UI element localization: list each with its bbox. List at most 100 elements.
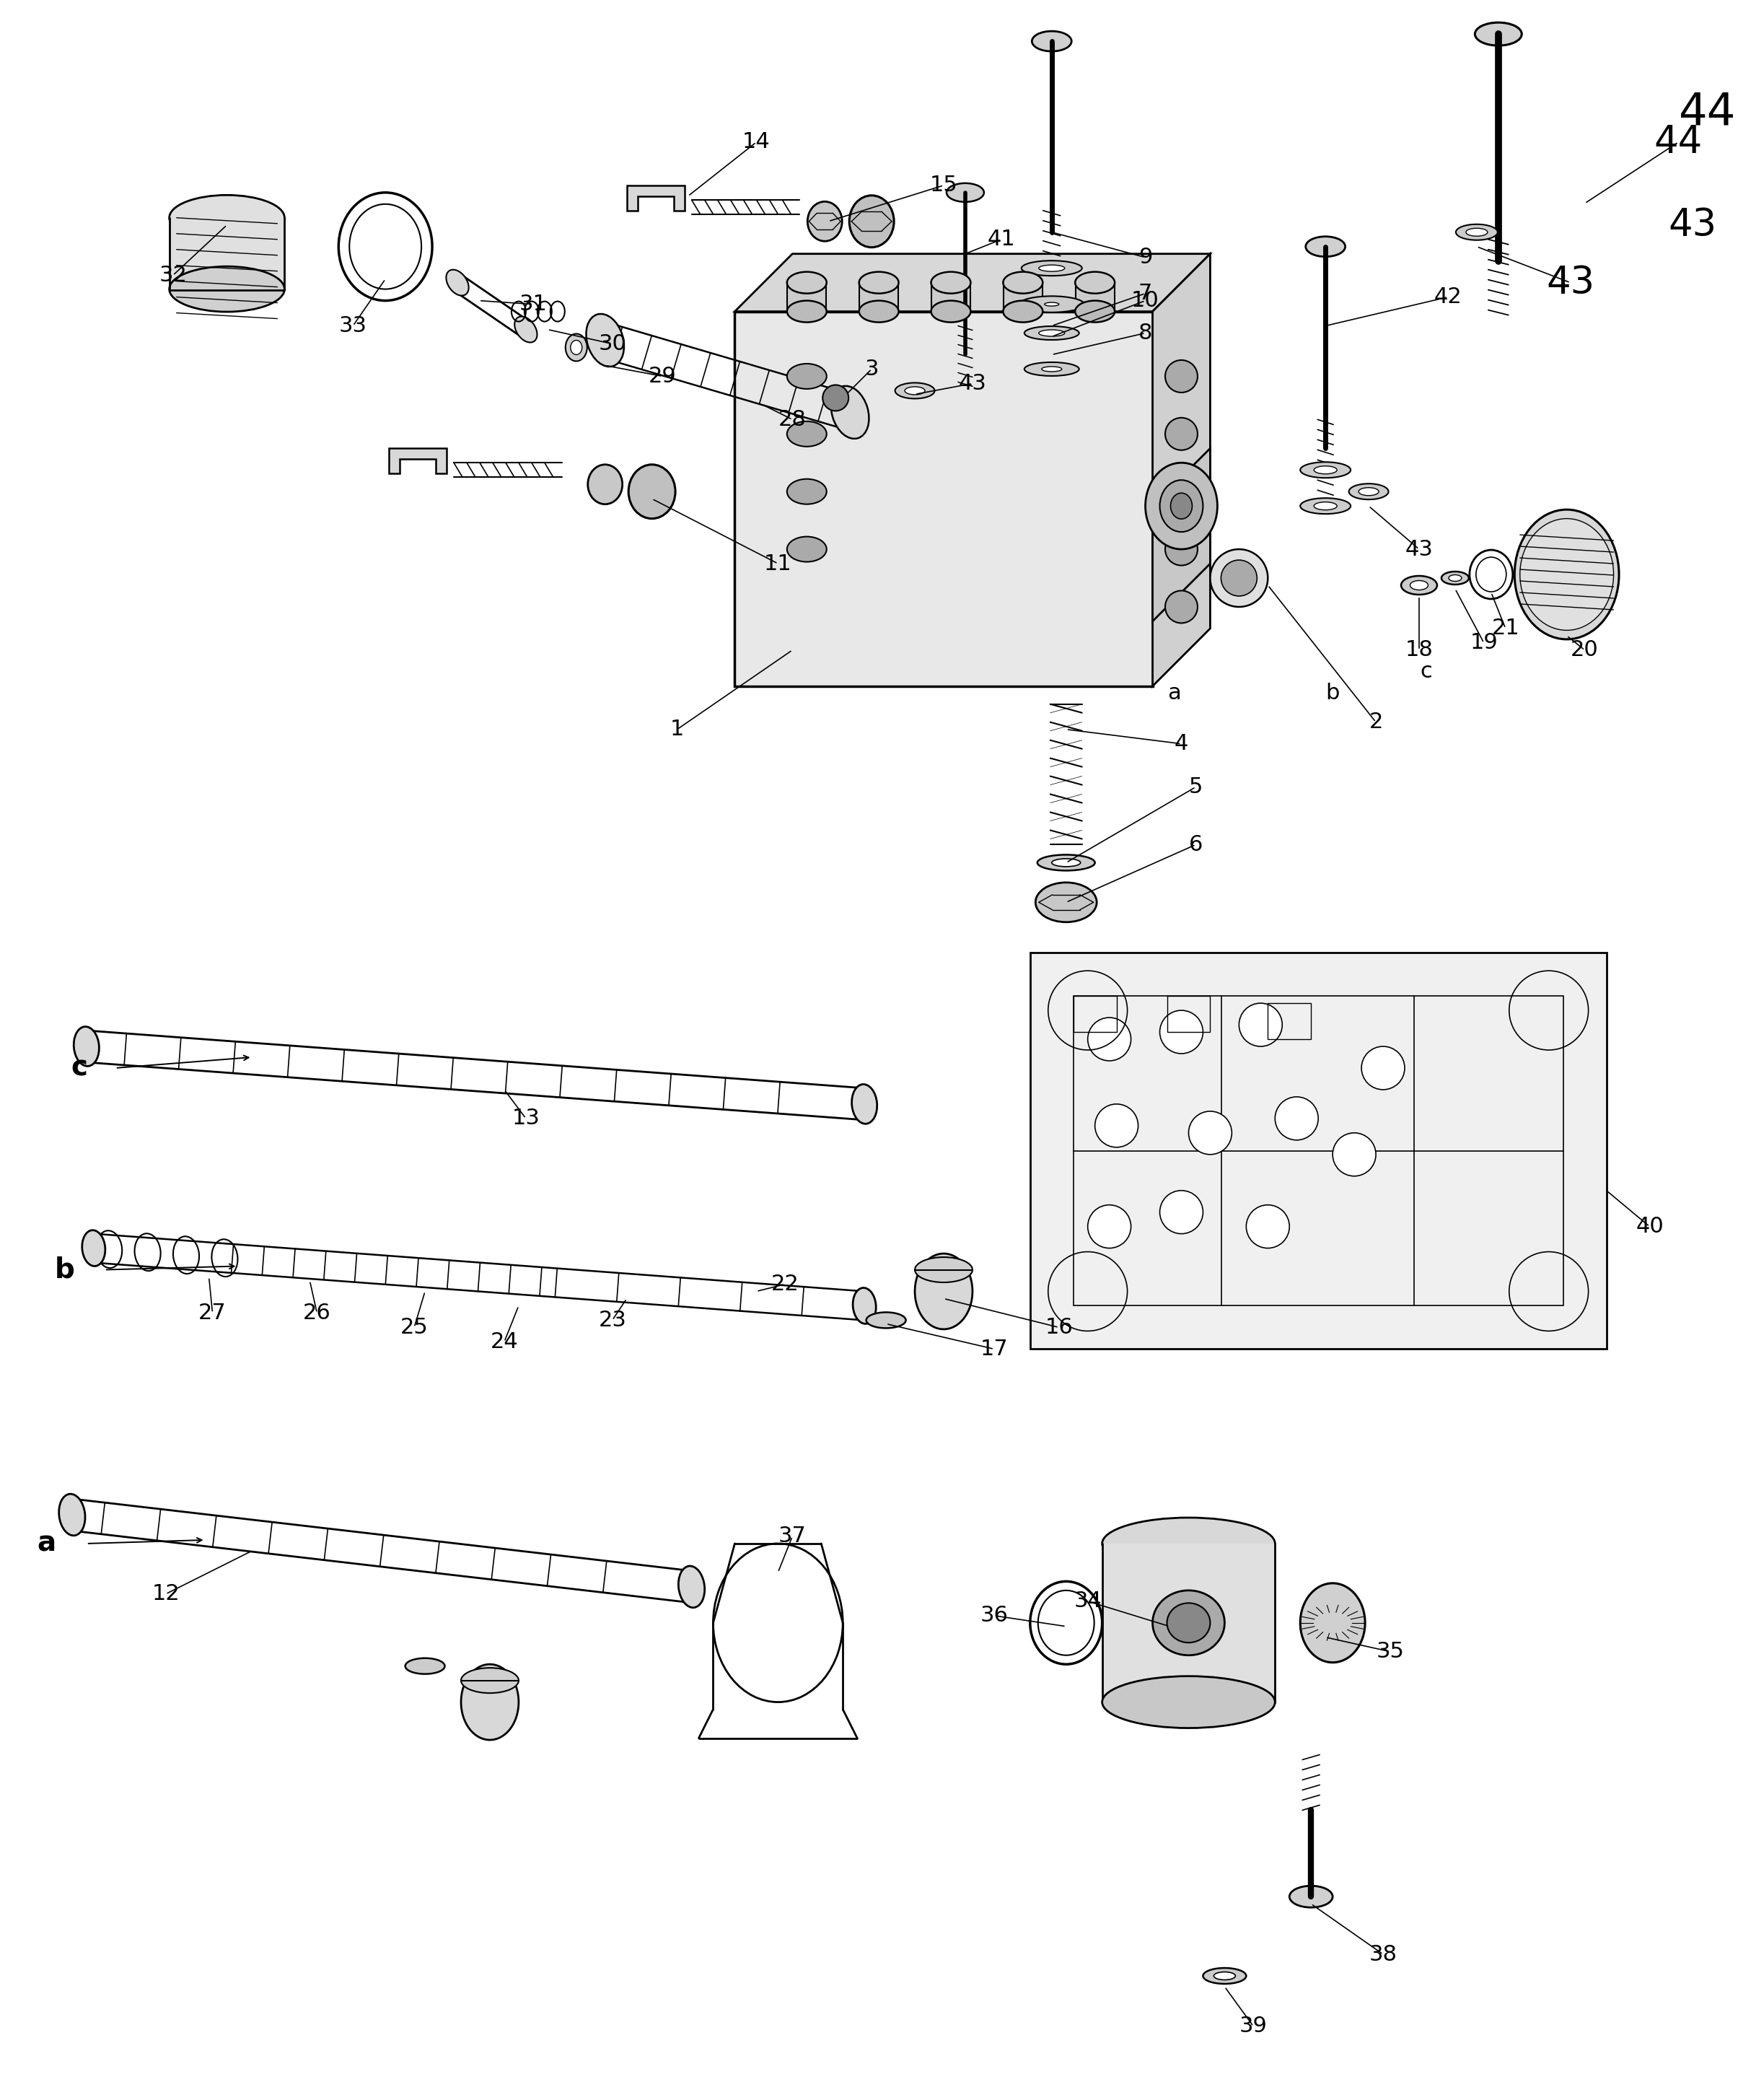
Ellipse shape xyxy=(914,1254,973,1329)
Ellipse shape xyxy=(565,334,587,361)
Ellipse shape xyxy=(859,300,899,321)
Ellipse shape xyxy=(932,300,972,321)
Polygon shape xyxy=(389,447,447,475)
Ellipse shape xyxy=(895,382,935,399)
Text: 10: 10 xyxy=(1131,290,1159,311)
Circle shape xyxy=(1095,1105,1138,1147)
Circle shape xyxy=(1333,1132,1376,1176)
Ellipse shape xyxy=(1036,882,1097,922)
Bar xyxy=(735,311,1152,687)
Ellipse shape xyxy=(1476,557,1507,592)
Ellipse shape xyxy=(947,183,984,202)
Ellipse shape xyxy=(586,313,624,367)
Text: 28: 28 xyxy=(779,410,806,430)
Text: 32: 32 xyxy=(158,265,188,286)
Text: 34: 34 xyxy=(1074,1592,1102,1611)
Circle shape xyxy=(1088,1205,1131,1247)
Ellipse shape xyxy=(1465,229,1488,235)
Ellipse shape xyxy=(570,340,582,355)
Bar xyxy=(1102,1544,1276,1703)
Ellipse shape xyxy=(1145,462,1217,550)
Circle shape xyxy=(1210,550,1267,607)
Ellipse shape xyxy=(787,538,827,563)
Ellipse shape xyxy=(787,422,827,447)
Ellipse shape xyxy=(1045,302,1058,307)
Text: b: b xyxy=(56,1256,75,1283)
Text: 24: 24 xyxy=(490,1331,518,1352)
Polygon shape xyxy=(1152,447,1210,622)
Bar xyxy=(1076,284,1114,311)
Bar xyxy=(859,284,899,311)
Ellipse shape xyxy=(678,1567,704,1609)
Text: 35: 35 xyxy=(1376,1642,1404,1661)
Ellipse shape xyxy=(461,1665,518,1741)
Text: 21: 21 xyxy=(1491,617,1519,638)
Circle shape xyxy=(1361,1046,1404,1090)
Ellipse shape xyxy=(1018,296,1085,313)
Text: 1: 1 xyxy=(671,718,685,739)
Text: 33: 33 xyxy=(339,315,367,336)
Ellipse shape xyxy=(1038,1590,1095,1655)
Ellipse shape xyxy=(1024,326,1079,340)
Ellipse shape xyxy=(1039,330,1065,336)
Ellipse shape xyxy=(1305,237,1345,256)
Ellipse shape xyxy=(1102,1676,1276,1728)
Text: 17: 17 xyxy=(980,1338,1008,1359)
Bar xyxy=(787,284,826,311)
Text: 14: 14 xyxy=(742,132,770,153)
Ellipse shape xyxy=(1076,300,1114,321)
Circle shape xyxy=(1239,1004,1283,1046)
Text: 43: 43 xyxy=(958,374,987,395)
Ellipse shape xyxy=(859,271,899,294)
Bar xyxy=(169,218,285,290)
Ellipse shape xyxy=(1032,32,1072,50)
Ellipse shape xyxy=(1041,367,1062,372)
Ellipse shape xyxy=(1203,1968,1246,1984)
Ellipse shape xyxy=(852,1084,878,1124)
Ellipse shape xyxy=(514,317,537,342)
Text: 20: 20 xyxy=(1571,640,1599,662)
Ellipse shape xyxy=(787,479,827,504)
Text: 18: 18 xyxy=(1404,640,1434,662)
Ellipse shape xyxy=(447,269,469,296)
Circle shape xyxy=(1246,1205,1290,1247)
Ellipse shape xyxy=(1300,498,1350,514)
Text: 43: 43 xyxy=(1547,265,1594,302)
Text: 11: 11 xyxy=(765,552,793,573)
Text: 7: 7 xyxy=(1138,284,1152,304)
Ellipse shape xyxy=(853,1287,876,1323)
Ellipse shape xyxy=(1051,859,1081,867)
Ellipse shape xyxy=(866,1312,905,1327)
Text: 25: 25 xyxy=(400,1317,428,1338)
Text: 3: 3 xyxy=(864,359,879,380)
Text: 41: 41 xyxy=(987,229,1015,250)
Text: 5: 5 xyxy=(1189,777,1203,798)
Ellipse shape xyxy=(1300,462,1350,479)
Text: 16: 16 xyxy=(1045,1317,1072,1338)
Polygon shape xyxy=(735,254,1210,311)
Text: 22: 22 xyxy=(772,1275,799,1294)
Circle shape xyxy=(1159,1010,1203,1054)
Bar xyxy=(1074,995,1116,1031)
Circle shape xyxy=(822,384,848,412)
Ellipse shape xyxy=(808,202,843,242)
Ellipse shape xyxy=(1410,580,1429,590)
Ellipse shape xyxy=(1003,271,1043,294)
Ellipse shape xyxy=(914,1258,973,1283)
Ellipse shape xyxy=(787,300,827,321)
Text: 2: 2 xyxy=(1370,712,1383,733)
Ellipse shape xyxy=(1164,533,1197,565)
Circle shape xyxy=(1276,1096,1317,1140)
Ellipse shape xyxy=(1102,1518,1276,1569)
Text: 15: 15 xyxy=(930,174,958,195)
Ellipse shape xyxy=(1441,571,1469,584)
Ellipse shape xyxy=(1213,1972,1236,1980)
Ellipse shape xyxy=(1076,271,1114,294)
Text: 43: 43 xyxy=(1404,540,1434,561)
Text: 19: 19 xyxy=(1470,632,1498,653)
Ellipse shape xyxy=(59,1493,85,1535)
Bar xyxy=(932,284,970,311)
Ellipse shape xyxy=(73,1027,99,1067)
Ellipse shape xyxy=(1349,483,1389,500)
Ellipse shape xyxy=(831,386,869,439)
